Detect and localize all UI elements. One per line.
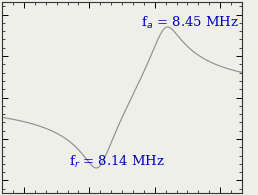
Text: f$_r$ = 8.14 MHz: f$_r$ = 8.14 MHz xyxy=(69,154,165,170)
Text: f$_a$ = 8.45 MHz: f$_a$ = 8.45 MHz xyxy=(141,15,239,31)
